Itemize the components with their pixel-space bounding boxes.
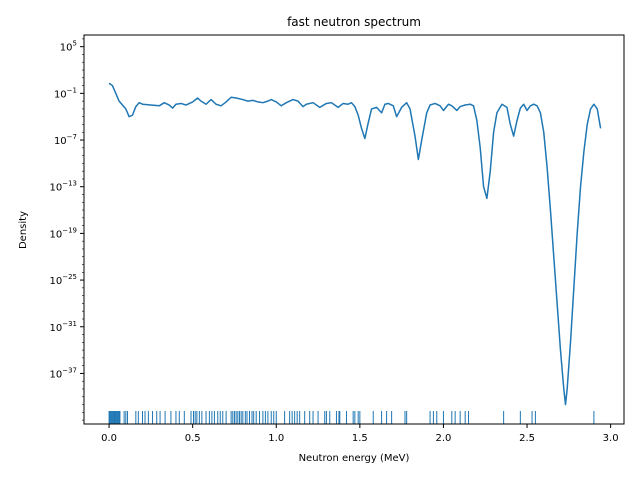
x-tick-label: 2.0 (435, 433, 451, 444)
plot-area (108, 82, 602, 424)
x-axis-label: Neutron energy (MeV) (299, 453, 410, 464)
x-tick-label: 2.5 (519, 433, 535, 444)
y-tick-label: 10−7 (54, 133, 77, 147)
x-tick-label: 0.0 (101, 433, 117, 444)
x-axis: 0.0 0.5 1.0 1.5 2.0 2.5 3.0 (101, 424, 619, 444)
y-tick-label: 10−1 (54, 86, 77, 100)
y-tick-label: 105 (60, 40, 77, 54)
axes-frame (83, 34, 625, 425)
y-tick-label: 10−25 (49, 273, 77, 287)
x-tick-label: 0.5 (185, 433, 201, 444)
chart-title: fast neutron spectrum (287, 15, 421, 29)
x-tick-label: 1.5 (352, 433, 368, 444)
y-axis: 105 10−1 10−7 10−13 10−19 10−25 10−31 10−37 (49, 38, 84, 421)
y-tick-label: 10−37 (49, 366, 77, 380)
x-tick-label: 1.0 (268, 433, 284, 444)
x-tick-label: 3.0 (603, 433, 619, 444)
y-axis-label: Density (18, 211, 29, 249)
y-tick-label: 10−31 (49, 320, 77, 334)
y-tick-label: 10−19 (49, 226, 77, 240)
y-tick-label: 10−13 (49, 180, 77, 194)
series-line-0 (108, 82, 602, 406)
